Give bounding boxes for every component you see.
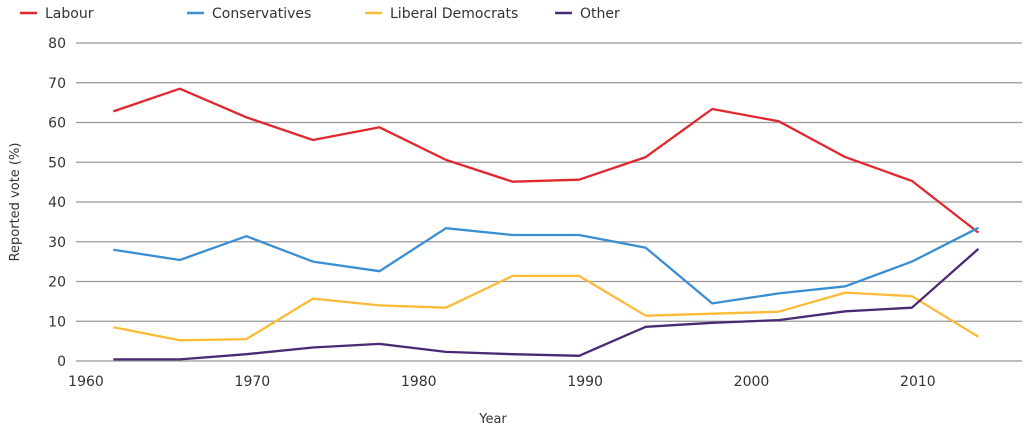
series-line-liberal-democrats: [113, 274, 979, 342]
y-tick-label: 20: [48, 275, 66, 291]
y-tick-label: 60: [48, 116, 66, 132]
y-tick-label: 70: [48, 76, 66, 92]
y-tick-label: 0: [57, 354, 66, 370]
series-line-other: [113, 248, 980, 361]
x-axis-label: Year: [478, 412, 507, 427]
legend-label: Other: [580, 6, 620, 22]
legend-item: Labour: [20, 6, 94, 22]
y-axis-ticks: 0 10 20 30 40 50 60 70 80: [48, 36, 66, 370]
y-tick-label: 80: [48, 36, 66, 52]
x-tick-label: 1980: [401, 374, 437, 390]
y-tick-label: 50: [48, 155, 66, 171]
x-tick-label: 2000: [734, 374, 770, 390]
series-line-labour: [112, 87, 980, 234]
x-tick-label: 1990: [567, 374, 603, 390]
x-tick-label: 2010: [900, 374, 936, 390]
legend-item: Liberal Democrats: [365, 6, 518, 22]
legend-label: Conservatives: [212, 6, 311, 22]
series-lines: [112, 87, 980, 361]
legend-item: Conservatives: [187, 6, 311, 22]
legend-item: Other: [555, 6, 620, 22]
y-tick-label: 30: [48, 235, 66, 251]
x-axis-ticks: 1960 1970 1980 1990 2000 2010: [68, 374, 935, 390]
y-axis-label: Reported vote (%): [8, 143, 23, 262]
y-tick-label: 40: [48, 195, 66, 211]
x-tick-label: 1970: [235, 374, 271, 390]
legend: Labour Conservatives Liberal Democrats Othe…: [20, 6, 620, 22]
series-line-conservatives: [113, 226, 979, 305]
legend-label: Labour: [45, 6, 94, 22]
y-tick-label: 10: [48, 314, 66, 330]
x-tick-label: 1960: [68, 374, 104, 390]
legend-label: Liberal Democrats: [390, 6, 518, 22]
gridlines: [76, 42, 1022, 362]
